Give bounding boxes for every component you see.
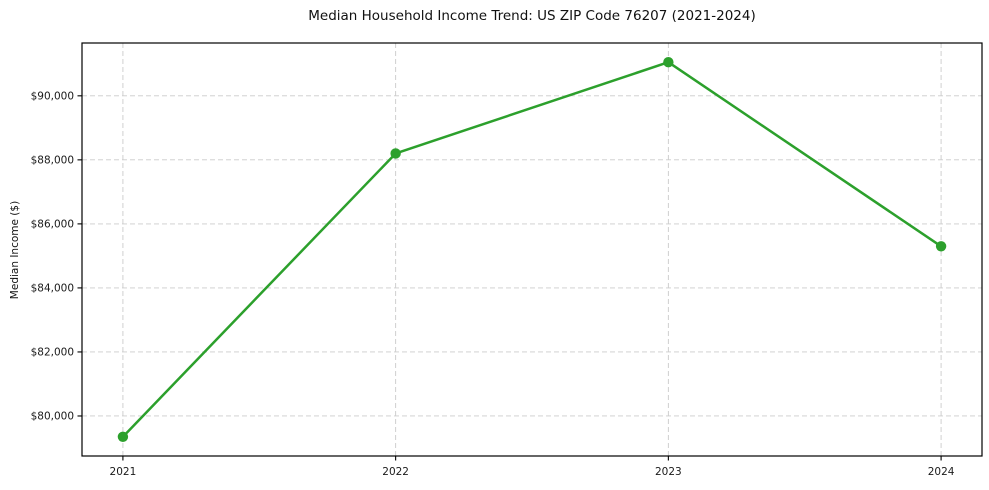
data-point-2023: [663, 57, 674, 68]
data-point-2021: [117, 431, 129, 442]
y-tick-label: $90,000: [31, 90, 74, 102]
plot-border: [81, 42, 983, 457]
x-tick-label: 2021: [110, 466, 137, 478]
x-tick-label: 2022: [382, 466, 409, 478]
chart-title: Median Household Income Trend: US ZIP Co…: [308, 8, 756, 24]
x-tick-label: 2024: [928, 466, 955, 478]
y-tick-label: $84,000: [31, 282, 74, 294]
data-point-2022: [390, 148, 401, 159]
y-tick-label: $86,000: [31, 218, 74, 230]
y-tick-label: $80,000: [31, 410, 74, 422]
y-tick-label: $82,000: [31, 346, 74, 358]
x-tick-label: 2023: [655, 466, 682, 478]
y-tick-label: $88,000: [31, 154, 74, 166]
data-point-2024: [935, 241, 947, 252]
trend-line: [121, 60, 943, 439]
